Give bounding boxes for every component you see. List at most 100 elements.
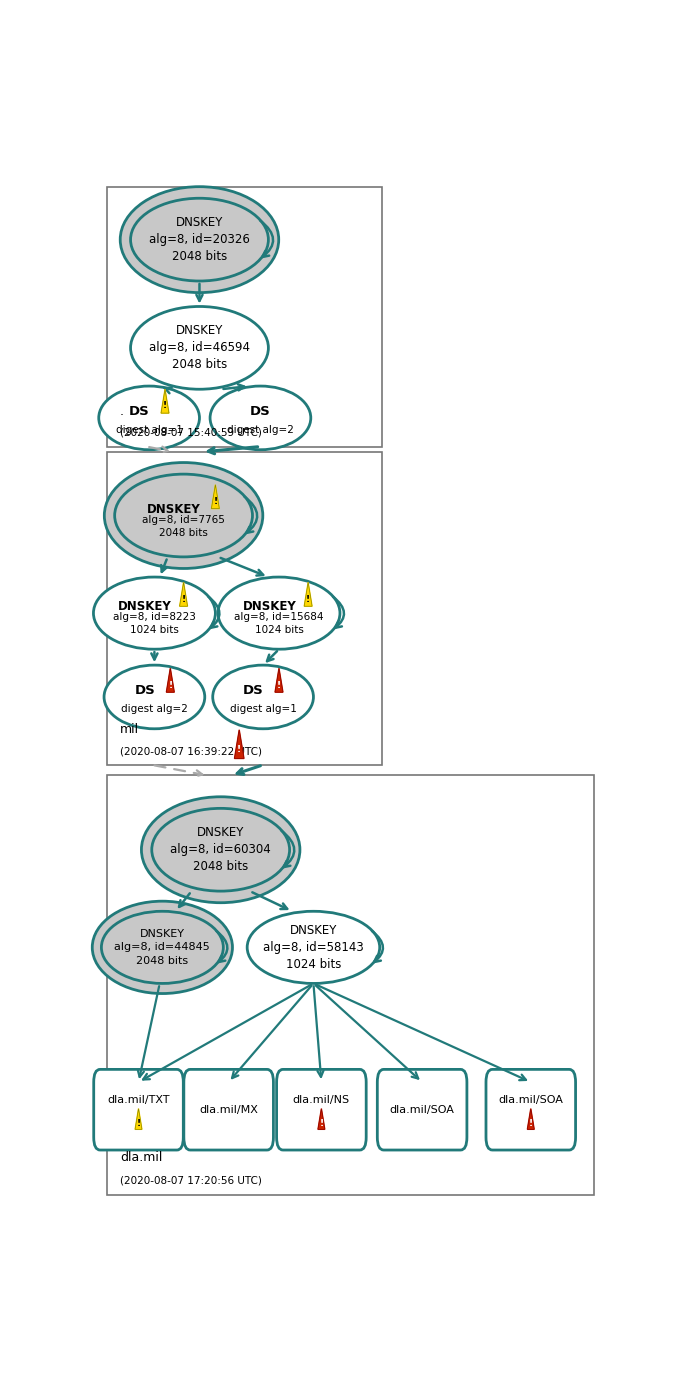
FancyArrowPatch shape (224, 384, 244, 390)
Ellipse shape (120, 186, 278, 292)
FancyArrowPatch shape (179, 893, 189, 907)
Polygon shape (211, 485, 220, 508)
Text: dla.mil/SOA: dla.mil/SOA (390, 1105, 455, 1115)
Text: dla.mil/TXT: dla.mil/TXT (107, 1096, 170, 1105)
FancyArrowPatch shape (138, 987, 159, 1078)
Text: !: ! (319, 1119, 324, 1127)
FancyArrowPatch shape (372, 932, 383, 962)
Text: !: ! (213, 497, 218, 506)
Polygon shape (275, 668, 283, 692)
FancyArrowPatch shape (237, 766, 261, 774)
Ellipse shape (142, 796, 300, 903)
Text: dla.mil: dla.mil (120, 1151, 162, 1163)
Ellipse shape (131, 306, 268, 389)
Ellipse shape (247, 911, 380, 984)
Ellipse shape (92, 901, 233, 994)
FancyArrowPatch shape (261, 220, 273, 256)
FancyBboxPatch shape (184, 1069, 274, 1151)
FancyBboxPatch shape (107, 776, 594, 1195)
Text: !: ! (163, 401, 167, 411)
Ellipse shape (131, 198, 268, 281)
Text: dla.mil/SOA: dla.mil/SOA (499, 1096, 563, 1105)
Text: DNSKEY: DNSKEY (243, 601, 296, 613)
FancyArrowPatch shape (244, 496, 257, 533)
FancyArrowPatch shape (315, 985, 418, 1079)
FancyBboxPatch shape (378, 1069, 467, 1151)
Text: digest alg=2: digest alg=2 (227, 424, 294, 434)
FancyArrowPatch shape (209, 446, 258, 453)
Text: digest alg=2: digest alg=2 (121, 704, 188, 714)
FancyArrowPatch shape (209, 597, 220, 628)
Text: DNSKEY
alg=8, id=44845
2048 bits: DNSKEY alg=8, id=44845 2048 bits (114, 929, 210, 966)
FancyArrowPatch shape (155, 765, 202, 776)
FancyArrowPatch shape (164, 387, 172, 393)
Text: digest alg=1: digest alg=1 (230, 704, 297, 714)
Ellipse shape (152, 809, 289, 892)
FancyArrowPatch shape (267, 652, 277, 661)
Text: !: ! (529, 1119, 533, 1127)
Ellipse shape (104, 666, 205, 729)
FancyArrowPatch shape (151, 652, 157, 660)
Text: DNSKEY: DNSKEY (118, 601, 172, 613)
Polygon shape (527, 1109, 534, 1130)
Text: DNSKEY: DNSKEY (147, 503, 201, 515)
FancyArrowPatch shape (216, 932, 227, 962)
FancyBboxPatch shape (276, 1069, 366, 1151)
Text: DS: DS (135, 683, 155, 697)
FancyBboxPatch shape (486, 1069, 575, 1151)
Text: DNSKEY
alg=8, id=46594
2048 bits: DNSKEY alg=8, id=46594 2048 bits (149, 324, 250, 371)
Text: DNSKEY
alg=8, id=60304
2048 bits: DNSKEY alg=8, id=60304 2048 bits (170, 827, 271, 874)
Text: alg=8, id=15684
1024 bits: alg=8, id=15684 1024 bits (234, 612, 324, 635)
Text: !: ! (237, 745, 241, 754)
FancyArrowPatch shape (143, 985, 311, 1079)
FancyArrowPatch shape (314, 987, 324, 1076)
Ellipse shape (105, 463, 263, 569)
Ellipse shape (210, 386, 311, 449)
Text: DS: DS (129, 405, 150, 418)
FancyArrowPatch shape (282, 831, 294, 867)
FancyArrowPatch shape (221, 558, 263, 576)
Ellipse shape (213, 666, 313, 729)
Ellipse shape (115, 474, 252, 557)
Polygon shape (318, 1109, 325, 1130)
FancyArrowPatch shape (161, 559, 167, 572)
FancyArrowPatch shape (232, 985, 312, 1078)
Ellipse shape (218, 577, 340, 649)
Text: (2020-08-07 15:40:59 UTC): (2020-08-07 15:40:59 UTC) (120, 429, 262, 438)
Text: !: ! (277, 681, 281, 689)
Polygon shape (135, 1109, 142, 1130)
Polygon shape (304, 583, 312, 606)
Polygon shape (166, 668, 174, 692)
Text: digest alg=1: digest alg=1 (116, 424, 183, 434)
Text: DS: DS (244, 683, 264, 697)
FancyArrowPatch shape (149, 446, 168, 452)
Ellipse shape (98, 386, 200, 449)
FancyBboxPatch shape (94, 1069, 183, 1151)
Text: !: ! (168, 681, 172, 689)
FancyArrowPatch shape (316, 985, 526, 1080)
Text: DNSKEY
alg=8, id=20326
2048 bits: DNSKEY alg=8, id=20326 2048 bits (149, 216, 250, 263)
Text: mil: mil (120, 723, 139, 736)
Text: !: ! (181, 594, 185, 604)
Text: .: . (120, 405, 124, 418)
Ellipse shape (94, 577, 215, 649)
Text: DNSKEY
alg=8, id=58143
1024 bits: DNSKEY alg=8, id=58143 1024 bits (263, 923, 364, 971)
FancyArrowPatch shape (196, 284, 202, 300)
Text: dla.mil/NS: dla.mil/NS (293, 1096, 350, 1105)
Text: DS: DS (250, 405, 271, 418)
FancyBboxPatch shape (107, 186, 382, 446)
Text: dla.mil/MX: dla.mil/MX (199, 1105, 258, 1115)
FancyArrowPatch shape (252, 893, 287, 909)
FancyArrowPatch shape (333, 597, 344, 628)
Ellipse shape (101, 911, 223, 984)
Text: !: ! (306, 594, 311, 604)
Polygon shape (180, 583, 187, 606)
Polygon shape (161, 389, 169, 413)
Text: !: ! (136, 1119, 141, 1127)
Text: alg=8, id=7765
2048 bits: alg=8, id=7765 2048 bits (142, 514, 225, 537)
FancyBboxPatch shape (107, 452, 382, 765)
Text: alg=8, id=8223
1024 bits: alg=8, id=8223 1024 bits (113, 612, 196, 635)
Text: (2020-08-07 16:39:22 UTC): (2020-08-07 16:39:22 UTC) (120, 747, 262, 757)
Text: (2020-08-07 17:20:56 UTC): (2020-08-07 17:20:56 UTC) (120, 1175, 262, 1186)
Polygon shape (235, 730, 244, 758)
